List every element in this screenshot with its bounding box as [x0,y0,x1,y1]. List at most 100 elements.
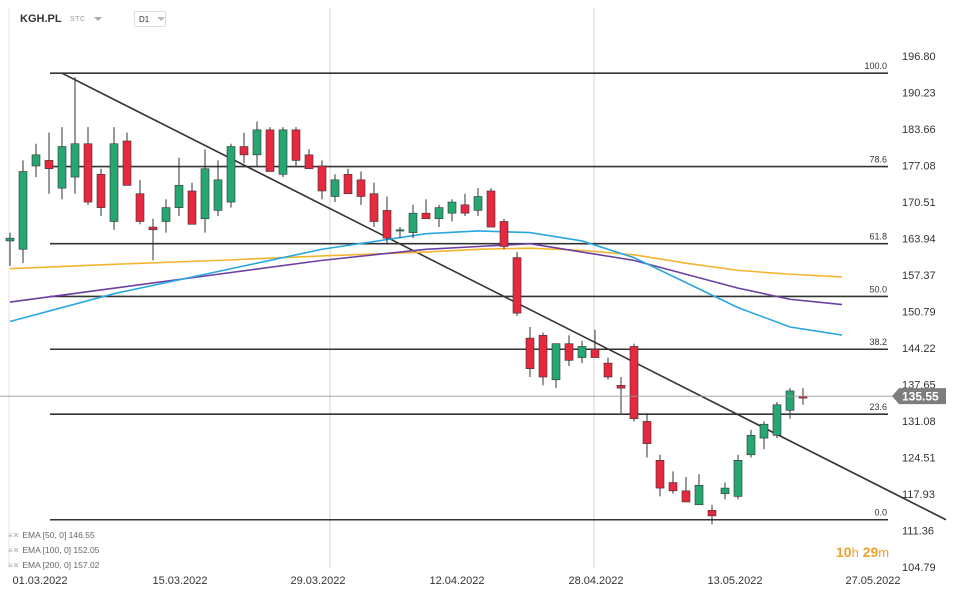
candle[interactable] [356,171,366,205]
y-tick-label: 170.51 [902,197,936,209]
y-tick-label: 177.08 [902,161,936,173]
candle[interactable] [564,335,574,366]
trend-line [61,72,947,521]
candle[interactable] [369,182,379,228]
candle[interactable] [408,204,418,239]
candle[interactable] [213,160,223,216]
candle[interactable] [161,199,171,233]
candle[interactable] [434,204,444,228]
candle[interactable] [265,127,275,172]
candle[interactable] [382,196,392,244]
timer-hours-unit: h [851,545,859,560]
ema200-line [9,247,843,278]
candle[interactable] [499,218,509,250]
chart-header: KGH.PL STC D1 [0,0,960,34]
ema100-line [9,242,843,306]
candle[interactable] [343,168,353,195]
symbol-name[interactable]: KGH.PL [20,13,62,25]
candle[interactable] [486,188,496,228]
candle[interactable] [148,218,158,261]
candle[interactable] [83,127,93,205]
candle[interactable] [187,182,197,225]
fib-level-label: 38.2 [869,337,887,347]
market-label: STC [70,16,86,23]
candle[interactable] [525,327,535,378]
candle[interactable] [577,340,587,364]
settings-icon[interactable]: ≡✕ [8,546,20,555]
candle-countdown: 10h 29m [836,544,889,560]
candle[interactable] [330,174,340,203]
candle[interactable] [785,388,795,419]
candle[interactable] [629,343,639,422]
candle[interactable] [746,429,756,458]
timer-hours: 10 [836,544,852,560]
candle[interactable] [655,454,665,497]
candle[interactable] [18,160,28,264]
x-tick-label: 15.03.2022 [152,575,207,587]
legend-ema200[interactable]: ≡✕ EMA [200, 0] 157.02 [8,560,99,570]
y-tick-label: 104.79 [902,562,936,574]
candle[interactable] [317,160,327,200]
candle[interactable] [720,482,730,500]
y-tick-label: 117.93 [902,489,935,501]
candle[interactable] [70,77,80,194]
candle[interactable] [96,168,106,216]
candle[interactable] [109,127,119,230]
settings-icon[interactable]: ≡✕ [8,561,20,570]
candle[interactable] [512,252,522,316]
candle[interactable] [616,377,626,414]
candle[interactable] [681,476,691,503]
candle[interactable] [694,474,704,506]
legend-ema100[interactable]: ≡✕ EMA [100, 0] 152.05 [8,545,99,555]
candle[interactable] [31,143,41,178]
candle[interactable] [135,179,145,225]
candle[interactable] [759,421,769,450]
market-chevron-down-icon[interactable] [94,17,102,21]
candle[interactable] [291,127,301,166]
legend-ema50[interactable]: ≡✕ EMA [50, 0] 146.55 [8,530,95,540]
timer-minutes-unit: m [878,545,890,560]
timeframe-chevron-down-icon [157,17,165,21]
last-price-value: 135.55 [902,390,939,404]
settings-icon[interactable]: ≡✕ [8,531,20,540]
candle[interactable] [304,149,314,170]
candle[interactable] [278,127,288,178]
fib-level-label: 23.6 [869,402,887,412]
candle[interactable] [226,143,236,208]
candle[interactable] [239,132,249,164]
candle[interactable] [772,401,782,439]
y-tick-label: 150.79 [902,307,936,319]
candle[interactable] [252,121,262,166]
timeframe-select[interactable]: D1 [134,11,166,27]
candle[interactable] [5,232,15,266]
candle[interactable] [538,332,548,386]
candle[interactable] [460,193,470,216]
y-tick-label: 131.08 [902,416,936,428]
candle[interactable] [421,199,431,220]
candle[interactable] [473,188,483,216]
fib-level-label: 0.0 [874,508,887,518]
candle[interactable] [590,329,600,358]
candle[interactable] [447,199,457,222]
fib-level-label: 78.6 [869,155,887,165]
x-tick-label: 01.03.2022 [12,575,67,587]
candle[interactable] [668,471,678,494]
candle[interactable] [733,454,743,500]
candle[interactable] [200,149,210,233]
candle[interactable] [603,357,613,380]
fib-level-label: 100.0 [864,61,887,71]
candle[interactable] [44,132,54,194]
candle[interactable] [174,157,184,216]
y-tick-label: 183.66 [902,124,936,136]
candle[interactable] [122,132,132,186]
timer-minutes: 29 [862,544,879,560]
candle[interactable] [551,343,561,389]
candle[interactable] [642,413,652,458]
y-tick-label: 163.94 [902,233,936,245]
x-tick-label: 13.05.2022 [707,575,762,587]
candle[interactable] [57,127,67,200]
fib-level-label: 61.8 [869,232,887,242]
candle[interactable] [395,227,405,239]
candle[interactable] [707,504,717,525]
